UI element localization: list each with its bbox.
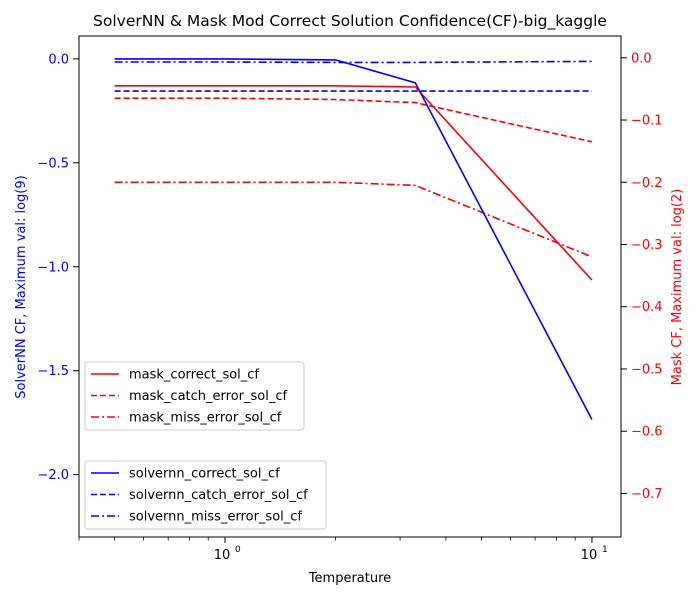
legend-center-left: mask_correct_sol_cf mask_catch_error_sol_…: [84, 361, 305, 431]
left-axis-label: SolverNN CF, Maximum val: log(9): [14, 175, 29, 398]
plot-frame: [78, 35, 622, 538]
legend-label: solvernn_catch_error_sol_cf: [129, 488, 308, 503]
series-line-solvernn_miss_error_sol_cf: [114, 60, 592, 64]
legend-lower-left: solvernn_correct_sol_cf solvernn_catch_er…: [84, 460, 327, 530]
series-line-solvernn_correct_sol_cf: [114, 58, 593, 420]
legend-box: [84, 460, 327, 530]
legend-box: [84, 361, 305, 431]
right-y-tick-label: −0.6: [631, 425, 663, 440]
left-y-tick-label: −2.0: [37, 468, 69, 483]
right-y-tick-label: −0.3: [631, 238, 663, 253]
series-line-mask_miss_error_sol_cf: [114, 181, 593, 258]
left-y-tick-label: −1.0: [37, 260, 69, 275]
legend-label: mask_correct_sol_cf: [129, 368, 259, 383]
right-y-tick-label: −0.7: [631, 487, 663, 502]
series-line-mask_catch_error_sol_cf: [114, 97, 593, 143]
x-tick-label: 10: [214, 548, 231, 563]
legend-label: mask_catch_error_sol_cf: [129, 389, 287, 404]
right-y-tick-label: −0.1: [631, 114, 663, 129]
right-axis-label: Mask CF, Maximum val: log(2): [670, 189, 685, 386]
legend-label: solvernn_miss_error_sol_cf: [129, 510, 302, 525]
legend-label: mask_miss_error_sol_cf: [129, 411, 282, 426]
x-tick-exponent: 0: [235, 545, 241, 555]
right-y-tick-label: −0.4: [631, 300, 663, 315]
left-y-tick-label: 0.0: [48, 52, 69, 67]
x-tick-label: 10: [581, 548, 598, 563]
right-y-tick-label: −0.5: [631, 362, 663, 377]
legend-label: solvernn_correct_sol_cf: [129, 467, 280, 482]
left-y-tick-label: −1.5: [37, 364, 69, 379]
right-y-tick-label: 0.0: [631, 51, 652, 66]
left-y-tick-label: −0.5: [37, 156, 69, 171]
right-y-tick-label: −0.2: [631, 176, 663, 191]
x-tick-exponent: 1: [602, 545, 608, 555]
axes-layer: 10 0 10 1 0.0 −0.5 −1.0 −1.5 −2.0 0.0 −0.1 −0.2 −0.3…: [37, 35, 663, 563]
series-layer: [114, 58, 593, 420]
series-line-mask_correct_sol_cf: [114, 85, 593, 281]
chart-title: SolverNN & Mask Mod Correct Solution Con…: [93, 12, 607, 31]
x-axis-label: Temperature: [308, 571, 391, 586]
legend-layer: mask_correct_sol_cf mask_catch_error_sol_…: [84, 361, 327, 530]
